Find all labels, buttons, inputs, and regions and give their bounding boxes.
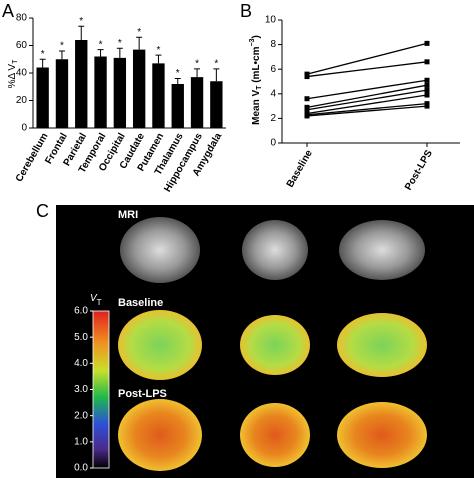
significance-marker: * <box>99 39 103 50</box>
series-line <box>306 89 428 111</box>
bar <box>132 49 146 128</box>
bar <box>94 56 107 128</box>
colorbar-tick-label: 2.0 <box>74 410 88 421</box>
point <box>304 96 310 102</box>
significance-marker: * <box>176 68 180 79</box>
point <box>424 77 430 83</box>
x-tick-label: Baseline <box>285 148 315 190</box>
brain-baseline-coronal <box>240 315 310 375</box>
point <box>304 107 310 113</box>
brain-post-sagittal <box>337 402 427 468</box>
y-axis-label: %Δ VT <box>7 59 20 88</box>
significance-marker: * <box>195 59 199 70</box>
point <box>424 59 430 65</box>
point <box>424 87 430 93</box>
series-line <box>306 94 428 115</box>
point <box>304 74 310 80</box>
significance-marker: * <box>118 38 122 49</box>
series-line <box>306 105 428 117</box>
bar <box>55 59 69 128</box>
colorbar-tick-label: 0.0 <box>74 463 88 474</box>
colorbar-label: VT <box>90 293 102 307</box>
colorbar-tick-label: 4.0 <box>74 358 88 369</box>
brain-mri-sagittal <box>339 220 425 280</box>
significance-marker: * <box>214 59 218 70</box>
series-line <box>306 42 428 75</box>
y-tick-label: 2 <box>270 113 276 124</box>
point <box>424 82 430 88</box>
point <box>424 103 430 109</box>
brain-baseline-sagittal <box>337 313 427 377</box>
panel-letter: A <box>2 1 14 21</box>
y-tick-label: 40 <box>16 68 28 79</box>
brain-post-axial <box>118 399 202 471</box>
point <box>424 40 430 46</box>
y-tick-label: 60 <box>16 40 28 51</box>
y-tick-label: 10 <box>265 15 277 26</box>
significance-marker: * <box>156 45 160 56</box>
bar <box>36 67 49 128</box>
y-tick-label: 4 <box>270 88 276 99</box>
panel-letter: C <box>36 201 49 221</box>
brain-baseline-axial <box>118 310 202 380</box>
colorbar <box>92 310 110 469</box>
significance-marker: * <box>79 16 83 27</box>
x-tick-label: Post-LPS <box>403 148 435 192</box>
colorbar-tick-label: 1.0 <box>74 436 88 447</box>
bar <box>113 57 127 128</box>
bar <box>210 81 223 128</box>
brain-mri-axial <box>120 217 200 283</box>
colorbar-tick-label: 3.0 <box>74 384 88 395</box>
bar <box>190 77 204 128</box>
panel-letter: B <box>240 1 252 21</box>
y-tick-label: 0 <box>270 138 276 149</box>
y-tick-label: 80 <box>16 13 28 24</box>
y-tick-label: 0 <box>21 123 27 134</box>
series-line <box>306 79 428 100</box>
brain-images <box>118 217 427 471</box>
point <box>304 113 310 119</box>
significance-marker: * <box>60 41 64 52</box>
brain-post-coronal <box>240 403 310 467</box>
y-tick-label: 8 <box>270 39 276 50</box>
series-line <box>306 102 428 116</box>
row-label: Baseline <box>118 297 163 309</box>
row-label: MRI <box>118 209 138 221</box>
bar <box>171 84 184 128</box>
series-line <box>306 61 428 78</box>
significance-marker: * <box>41 49 45 60</box>
brain-mri-coronal <box>242 220 308 280</box>
y-tick-label: 20 <box>16 95 28 106</box>
point <box>424 92 430 98</box>
y-tick-label: 6 <box>270 64 276 75</box>
series-line <box>306 84 428 108</box>
bar <box>152 63 165 128</box>
bar <box>75 40 88 128</box>
colorbar-tick-label: 6.0 <box>74 306 88 317</box>
colorbar-tick-label: 5.0 <box>74 332 88 343</box>
row-label: Post-LPS <box>118 388 167 400</box>
y-axis-label: Mean VT (mL•cm−3) <box>249 35 263 125</box>
significance-marker: * <box>137 27 141 38</box>
